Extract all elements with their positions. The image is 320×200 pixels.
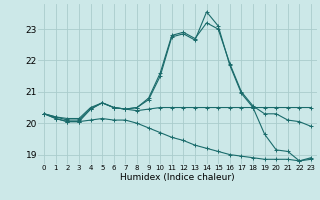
X-axis label: Humidex (Indice chaleur): Humidex (Indice chaleur)	[120, 173, 235, 182]
